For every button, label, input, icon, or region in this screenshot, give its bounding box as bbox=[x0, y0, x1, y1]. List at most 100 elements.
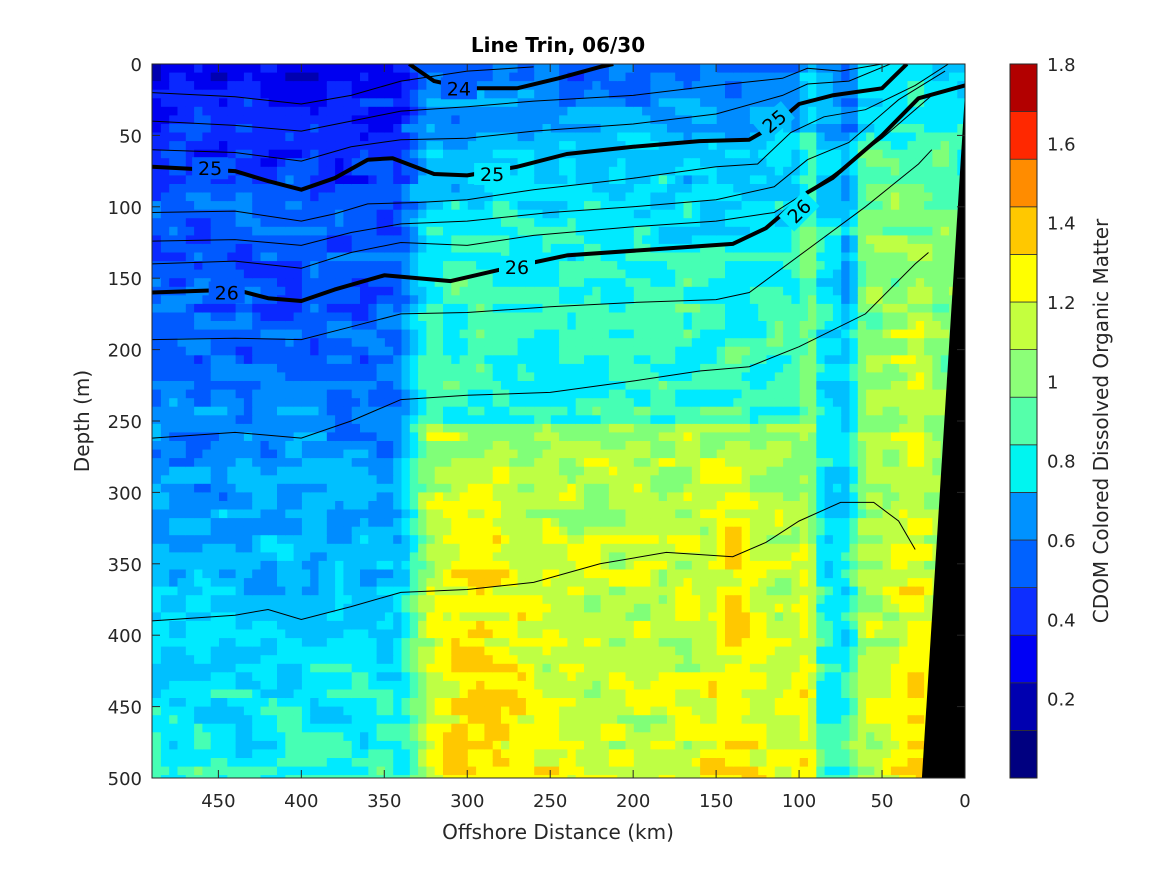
field-cell bbox=[782, 312, 792, 322]
field-cell bbox=[492, 723, 501, 733]
field-cell bbox=[558, 423, 568, 434]
field-cell bbox=[666, 526, 676, 536]
field-cell bbox=[674, 158, 684, 168]
field-cell bbox=[641, 355, 651, 365]
field-cell bbox=[525, 64, 535, 74]
field-cell bbox=[558, 89, 568, 99]
field-cell bbox=[517, 638, 526, 648]
field-cell bbox=[815, 501, 825, 511]
field-cell bbox=[600, 132, 609, 142]
field-cell bbox=[782, 124, 792, 134]
field-cell bbox=[682, 158, 692, 168]
field-cell bbox=[790, 740, 800, 751]
field-cell bbox=[790, 423, 800, 434]
field-cell bbox=[716, 492, 725, 502]
field-cell bbox=[799, 689, 808, 699]
field-cell bbox=[541, 115, 551, 125]
field-cell bbox=[500, 698, 510, 708]
field-cell bbox=[508, 406, 518, 416]
field-cell bbox=[649, 346, 659, 356]
field-cell bbox=[666, 449, 676, 459]
field-cell bbox=[915, 132, 925, 142]
field-cell bbox=[533, 535, 543, 545]
field-cell bbox=[682, 295, 692, 305]
field-cell bbox=[865, 252, 875, 262]
field-cell bbox=[906, 252, 916, 262]
field-cell bbox=[658, 629, 667, 639]
field-cell bbox=[575, 286, 584, 296]
field-cell bbox=[848, 389, 858, 399]
field-cell bbox=[832, 501, 842, 511]
field-cell bbox=[948, 278, 958, 288]
field-cell bbox=[832, 243, 842, 254]
field-cell bbox=[790, 543, 800, 553]
field-cell bbox=[508, 132, 518, 142]
field-cell bbox=[641, 415, 651, 425]
field-cell bbox=[666, 509, 676, 519]
field-cell bbox=[873, 235, 883, 245]
field-cell bbox=[508, 303, 518, 314]
field-cell bbox=[882, 355, 891, 365]
field-cell bbox=[641, 723, 651, 733]
field-cell bbox=[682, 689, 692, 699]
field-cell bbox=[716, 552, 725, 562]
field-cell bbox=[873, 766, 883, 776]
field-cell bbox=[824, 569, 833, 579]
field-cell bbox=[591, 663, 601, 673]
field-cell bbox=[848, 732, 858, 742]
field-cell bbox=[550, 501, 560, 511]
field-cell bbox=[857, 278, 867, 288]
cdom-field bbox=[152, 64, 965, 778]
field-cell bbox=[940, 81, 949, 91]
field-cell bbox=[558, 398, 568, 408]
field-cell bbox=[865, 312, 875, 322]
field-cell bbox=[848, 363, 858, 374]
field-cell bbox=[624, 346, 634, 356]
field-cell bbox=[774, 286, 784, 296]
field-cell bbox=[848, 449, 858, 459]
field-cell bbox=[906, 338, 916, 348]
field-cell bbox=[566, 715, 576, 725]
field-cell bbox=[691, 209, 701, 219]
field-cell bbox=[600, 680, 609, 691]
field-cell bbox=[550, 278, 560, 288]
field-cell bbox=[832, 252, 842, 262]
field-cell bbox=[848, 81, 858, 91]
field-cell bbox=[624, 243, 634, 254]
field-cell bbox=[550, 698, 560, 708]
field-cell bbox=[790, 483, 800, 493]
field-cell bbox=[682, 106, 692, 116]
field-cell bbox=[774, 595, 784, 605]
field-cell bbox=[832, 124, 842, 134]
field-cell bbox=[790, 166, 800, 176]
field-cell bbox=[873, 115, 883, 125]
field-cell bbox=[741, 466, 750, 476]
field-cell bbox=[608, 526, 618, 536]
field-cell bbox=[857, 715, 867, 725]
field-cell bbox=[699, 595, 709, 605]
field-cell bbox=[857, 509, 867, 519]
field-cell bbox=[525, 552, 535, 562]
field-cell bbox=[931, 98, 941, 108]
field-cell bbox=[923, 235, 933, 245]
field-cell bbox=[483, 406, 493, 416]
field-cell bbox=[840, 355, 850, 365]
field-cell bbox=[558, 432, 568, 442]
field-cell bbox=[641, 312, 651, 322]
field-cell bbox=[558, 355, 568, 365]
field-cell bbox=[558, 406, 568, 416]
field-cell bbox=[790, 638, 800, 648]
field-cell bbox=[840, 732, 850, 742]
field-cell bbox=[865, 398, 875, 408]
field-cell bbox=[517, 321, 526, 331]
field-cell bbox=[541, 578, 551, 588]
field-cell bbox=[608, 278, 618, 288]
field-cell bbox=[682, 715, 692, 725]
field-cell bbox=[517, 106, 526, 116]
field-cell bbox=[566, 338, 576, 348]
field-cell bbox=[566, 749, 576, 759]
field-cell bbox=[558, 415, 568, 425]
field-cell bbox=[682, 184, 692, 194]
field-cell bbox=[840, 655, 850, 665]
field-cell bbox=[857, 303, 867, 314]
